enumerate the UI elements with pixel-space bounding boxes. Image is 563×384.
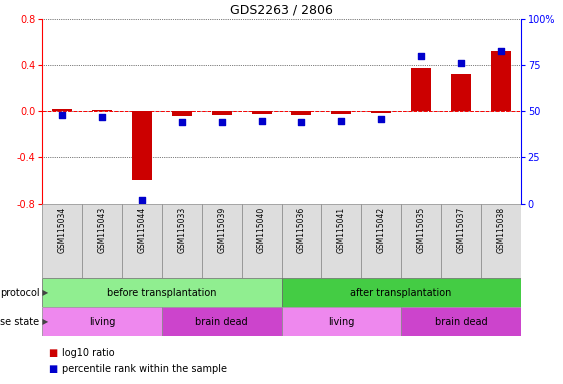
Text: GSM115034: GSM115034 (57, 207, 66, 253)
Text: brain dead: brain dead (435, 316, 487, 327)
Bar (252, 111, 271, 114)
Text: ▶: ▶ (40, 317, 48, 326)
Text: GSM115042: GSM115042 (377, 207, 386, 253)
Text: before transplantation: before transplantation (107, 288, 217, 298)
Text: GSM115033: GSM115033 (177, 207, 186, 253)
Point (377, 116, 386, 122)
Text: ▶: ▶ (40, 288, 48, 297)
Text: GSM115039: GSM115039 (217, 207, 226, 253)
FancyBboxPatch shape (401, 204, 441, 278)
FancyBboxPatch shape (42, 204, 82, 278)
Point (457, 60, 466, 66)
Title: GDS2263 / 2806: GDS2263 / 2806 (230, 3, 333, 17)
FancyBboxPatch shape (242, 204, 282, 278)
Bar (212, 111, 231, 115)
Bar (132, 111, 152, 180)
Text: disease state: disease state (0, 316, 39, 327)
Text: living: living (89, 316, 115, 327)
Text: GSM115037: GSM115037 (457, 207, 466, 253)
FancyBboxPatch shape (42, 307, 162, 336)
Bar (411, 68, 431, 111)
Bar (371, 111, 391, 113)
Point (337, 118, 346, 124)
Text: protocol: protocol (0, 288, 39, 298)
Text: ■: ■ (48, 348, 57, 358)
Point (97, 114, 106, 120)
FancyBboxPatch shape (441, 204, 481, 278)
FancyBboxPatch shape (42, 278, 282, 307)
Text: log10 ratio: log10 ratio (62, 348, 114, 358)
FancyBboxPatch shape (401, 307, 521, 336)
Point (137, 197, 146, 203)
FancyBboxPatch shape (361, 204, 401, 278)
Bar (52, 109, 72, 111)
Point (217, 119, 226, 126)
Text: GSM115038: GSM115038 (497, 207, 506, 253)
Text: after transplantation: after transplantation (350, 288, 452, 298)
Bar (332, 111, 351, 114)
FancyBboxPatch shape (282, 307, 401, 336)
Text: brain dead: brain dead (195, 316, 248, 327)
Point (297, 119, 306, 126)
FancyBboxPatch shape (321, 204, 361, 278)
Text: GSM115036: GSM115036 (297, 207, 306, 253)
FancyBboxPatch shape (202, 204, 242, 278)
FancyBboxPatch shape (162, 204, 202, 278)
Text: GSM115041: GSM115041 (337, 207, 346, 253)
Text: ■: ■ (48, 364, 57, 374)
Text: GSM115043: GSM115043 (97, 207, 106, 253)
FancyBboxPatch shape (282, 278, 521, 307)
Text: GSM115040: GSM115040 (257, 207, 266, 253)
Text: GSM115035: GSM115035 (417, 207, 426, 253)
Point (257, 118, 266, 124)
FancyBboxPatch shape (122, 204, 162, 278)
FancyBboxPatch shape (162, 307, 282, 336)
Point (57, 112, 66, 118)
FancyBboxPatch shape (82, 204, 122, 278)
Point (497, 48, 506, 54)
FancyBboxPatch shape (481, 204, 521, 278)
Point (417, 53, 426, 59)
Text: living: living (328, 316, 355, 327)
Bar (491, 51, 511, 111)
Text: percentile rank within the sample: percentile rank within the sample (62, 364, 227, 374)
Point (177, 119, 186, 126)
Bar (451, 74, 471, 111)
Text: GSM115044: GSM115044 (137, 207, 146, 253)
Bar (292, 111, 311, 115)
Bar (92, 110, 112, 111)
FancyBboxPatch shape (282, 204, 321, 278)
Bar (172, 111, 192, 116)
